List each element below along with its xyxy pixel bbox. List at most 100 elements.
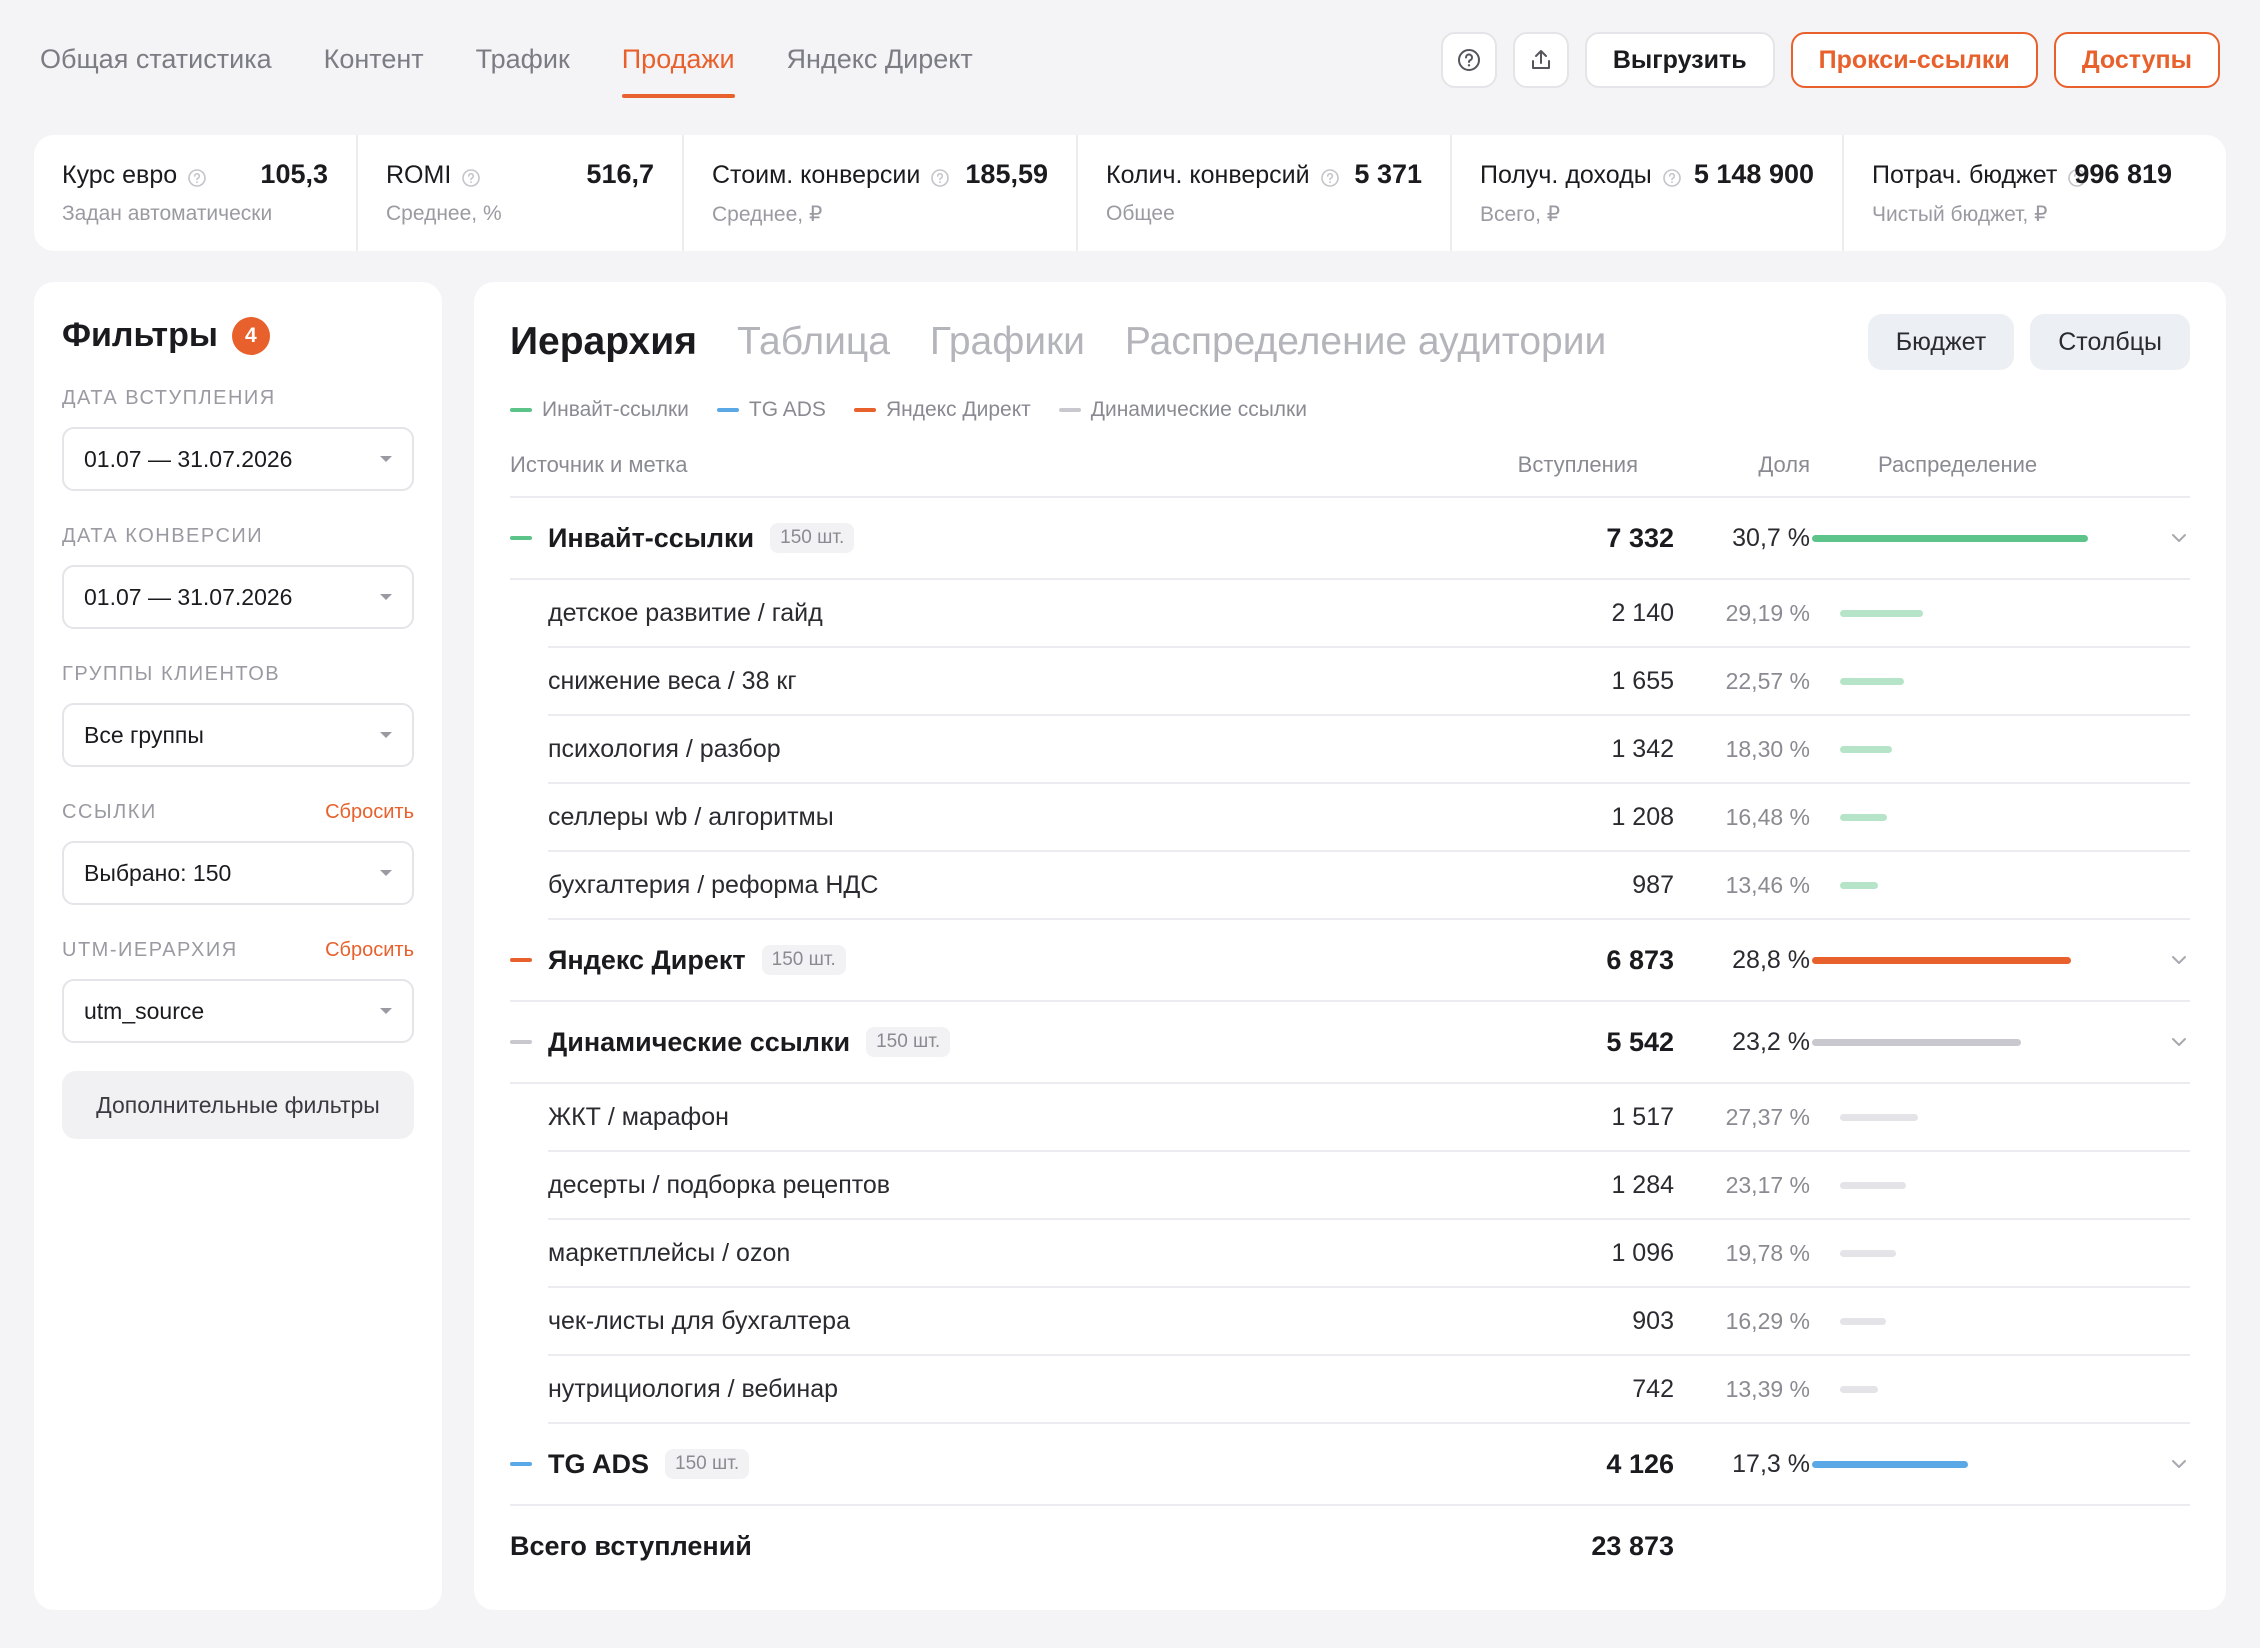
group-color-marker [510,1040,532,1044]
filter-reset-link[interactable]: Сбросить [325,938,414,961]
nav-tab-2[interactable]: Трафик [475,44,570,74]
filter-select[interactable]: Выбрано: 150 [62,841,414,905]
metric-label: ROMI [386,161,452,189]
child-row[interactable]: маркетплейсы / ozon 1 096 19,78 % [548,1220,2190,1288]
filter-label: ССЫЛКИ [62,800,157,823]
filter-select[interactable]: 01.07 — 31.07.2026 [62,565,414,629]
child-name: ЖКТ / марафон [548,1102,729,1131]
group-row[interactable]: TG ADS 150 шт. 4 126 17,3 % [510,1424,2190,1506]
budget-button[interactable]: Бюджет [1867,314,2015,370]
filter-label-row: ГРУППЫ КЛИЕНТОВ [62,659,414,689]
child-name: снижение веса / 38 кг [548,666,797,695]
help-icon[interactable] [930,166,950,187]
metric-label: Потрач. бюджет [1872,161,2058,189]
metric-subtitle: Общее [1106,202,1175,225]
metric-label-row: Получ. доходы [1480,161,1814,190]
view-tab-3[interactable]: Распределение аудитории [1124,320,1607,363]
nav-tab-4[interactable]: Яндекс Директ [786,44,973,74]
child-distribution-bar [1840,1114,1918,1121]
access-button[interactable]: Доступы [2053,32,2220,88]
group-name-cell: Динамические ссылки 150 шт. [510,1002,951,1082]
metric-label-row: ROMI [386,161,654,190]
child-joins: 1 655 [1611,666,1674,695]
chevron-down-icon[interactable] [2170,1456,2188,1477]
child-name: маркетплейсы / ozon [548,1238,791,1267]
filter-reset-link[interactable]: Сбросить [325,800,414,823]
child-row[interactable]: нутрициология / вебинар 742 13,39 % [548,1356,2190,1424]
filter-label-row: ДАТА ВСТУПЛЕНИЯ [62,383,414,413]
chevron-down-icon [380,594,392,600]
filter-select[interactable]: Все группы [62,703,414,767]
child-share: 23,17 % [1725,1171,1810,1198]
child-row[interactable]: снижение веса / 38 кг 1 655 22,57 % [548,648,2190,716]
metric-value: 516,7 [586,159,654,189]
metrics-bar: Курс евро 105,3 Задан автоматически ROMI 516… [34,135,2226,251]
group-row[interactable]: Динамические ссылки 150 шт. 5 542 23,2 % [510,1002,2190,1084]
chevron-down-icon[interactable] [2170,530,2188,551]
child-row[interactable]: десерты / подборка рецептов 1 284 23,17 % [548,1152,2190,1220]
child-distribution-bar [1840,1182,1906,1189]
metric-label: Курс евро [62,161,178,189]
nav-tab-1[interactable]: Контент [323,44,424,74]
view-tab-1[interactable]: Таблица [736,320,890,363]
proxy-links-button[interactable]: Прокси-ссылки [1790,32,2038,88]
group-row[interactable]: Яндекс Директ 150 шт. 6 873 28,8 % [510,920,2190,1002]
metric-card: Курс евро 105,3 Задан автоматически [34,135,358,251]
view-tab-0[interactable]: Иерархия [510,320,697,363]
child-row[interactable]: детское развитие / гайд 2 140 29,19 % [548,580,2190,648]
child-row[interactable]: ЖКТ / марафон 1 517 27,37 % [548,1084,2190,1152]
filter-group: UTM-ИЕРАРХИЯ Сбросить utm_source [62,935,414,1043]
help-icon[interactable] [187,166,207,187]
child-name: чек-листы для бухгалтера [548,1306,850,1335]
child-distribution-bar [1840,678,1904,685]
column-source: Источник и метка [510,452,688,477]
filter-label: ДАТА ВСТУПЛЕНИЯ [62,386,276,409]
filter-select[interactable]: 01.07 — 31.07.2026 [62,427,414,491]
child-share: 16,48 % [1725,803,1810,830]
help-icon[interactable] [461,166,481,187]
legend-swatch [716,408,739,412]
child-distribution-bar [1840,746,1892,753]
filter-group: ДАТА ВСТУПЛЕНИЯ 01.07 — 31.07.2026 [62,383,414,491]
group-count-badge: 150 шт. [665,1449,750,1479]
nav-tab-0[interactable]: Общая статистика [40,44,272,74]
group-row[interactable]: Инвайт-ссылки 150 шт. 7 332 30,7 % [510,498,2190,580]
child-name: десерты / подборка рецептов [548,1170,891,1199]
legend-item: Динамические ссылки [1058,398,1307,422]
metric-subtitle: Задан автоматически [62,202,273,225]
chevron-down-icon[interactable] [2170,1034,2188,1055]
filter-label: ДАТА КОНВЕРСИИ [62,524,264,547]
child-distribution-bar [1840,882,1878,889]
filters-title: Фильтры [62,316,218,354]
help-icon[interactable] [1320,166,1340,187]
metric-card: ROMI 516,7 Среднее, % [358,135,684,251]
columns-button[interactable]: Столбцы [2030,314,2190,370]
view-tab-2[interactable]: Графики [929,320,1085,363]
child-row[interactable]: бухгалтерия / реформа НДС 987 13,46 % [548,852,2190,920]
child-name: селлеры wb / алгоритмы [548,802,834,831]
filter-select-value: Все группы [84,721,204,748]
child-name: психология / разбор [548,734,781,763]
help-button[interactable] [1440,32,1497,88]
chevron-down-icon[interactable] [2170,952,2188,973]
upload-button[interactable] [1512,32,1569,88]
export-button[interactable]: Выгрузить [1584,32,1775,88]
filter-select[interactable]: utm_source [62,979,414,1043]
nav-tab-3[interactable]: Продажи [621,36,735,98]
child-joins: 2 140 [1611,598,1674,627]
group-share: 23,2 % [1732,1027,1810,1056]
child-row[interactable]: чек-листы для бухгалтера 903 16,29 % [548,1288,2190,1356]
group-count-badge: 150 шт. [761,945,846,975]
filters-header: Фильтры 4 [62,316,414,355]
group-name-cell: Инвайт-ссылки 150 шт. [510,498,855,578]
child-share: 22,57 % [1725,667,1810,694]
child-row[interactable]: селлеры wb / алгоритмы 1 208 16,48 % [548,784,2190,852]
help-icon[interactable] [2067,166,2087,187]
child-distribution-bar [1840,1318,1886,1325]
help-icon[interactable] [1662,166,1682,187]
top-nav: Общая статистика Контент Трафик Продажи Янде… [40,36,973,98]
metric-subtitle: Среднее, ₽ [712,203,823,226]
extra-filters-button[interactable]: Дополнительные фильтры [62,1071,414,1139]
header-actions: Выгрузить Прокси-ссылки Доступы [1440,32,2220,88]
child-row[interactable]: психология / разбор 1 342 18,30 % [548,716,2190,784]
